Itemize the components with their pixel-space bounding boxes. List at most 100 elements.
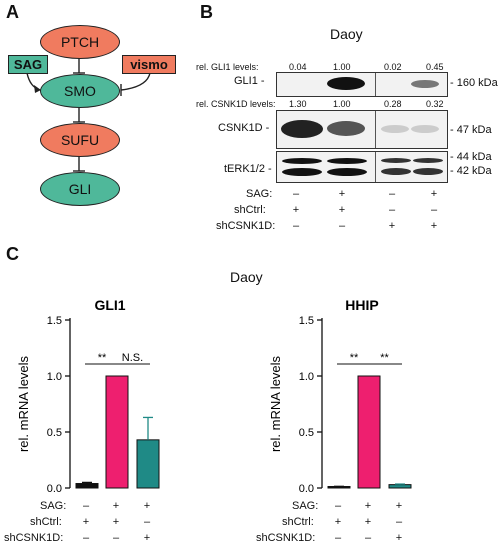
c2-shctrl-label: shCtrl:: [282, 516, 314, 528]
c2-shctrl-3: –: [395, 516, 403, 528]
csnk1d-band-2: [327, 121, 365, 136]
b-sag-4: +: [430, 188, 438, 200]
csnk1d-band-3: [381, 125, 409, 133]
c2-sag-label: SAG:: [292, 500, 319, 512]
gli1-blot: [276, 72, 448, 97]
sag-box: SAG: [8, 55, 48, 74]
panel-c-title: Daoy: [230, 269, 263, 285]
c1-sag-2: +: [112, 500, 120, 512]
significance-label: **: [98, 352, 107, 364]
vismo-box-label: vismo: [130, 57, 168, 72]
terk-band-44-2: [327, 158, 367, 164]
gli1-level-3: 0.02: [384, 62, 402, 72]
c1-shctrl-2: +: [112, 516, 120, 528]
gli-label: GLI: [68, 181, 92, 197]
y-tick-label: 0.0: [47, 483, 62, 495]
terk-kda-44: - 44 kDa: [450, 151, 492, 163]
csnk1d-kda: - 47 kDa: [450, 124, 492, 136]
c1-shctrl-1: +: [82, 516, 90, 528]
sag-box-label: SAG: [13, 57, 43, 72]
hhip-chart: HHIP rel. mRNA levels 0.0 0.5 1.0 1.5 ** **: [268, 297, 412, 495]
b-shctrl-1: +: [292, 204, 300, 216]
y-tick-label: 1.5: [47, 315, 62, 327]
b-sag-2: +: [338, 188, 346, 200]
c1-sag-label: SAG:: [40, 500, 67, 512]
terk-band-42-2: [327, 168, 367, 176]
smo-node: SMO: [40, 74, 120, 108]
smo-label: SMO: [64, 83, 96, 99]
y-tick-label: 1.0: [299, 371, 314, 383]
terk-band-44-1: [282, 158, 322, 164]
gli1-levels-label: rel. GLI1 levels:: [196, 62, 259, 72]
c2-sag-2: +: [364, 500, 372, 512]
terk-band-42-1: [282, 168, 322, 176]
csnk1d-level-2: 1.00: [333, 99, 351, 109]
sag-activates-smo: [26, 72, 41, 91]
y-tick-label: 0.0: [299, 483, 314, 495]
c1-sag-1: –: [82, 500, 90, 512]
blot-divider: [375, 111, 376, 148]
bar: [388, 484, 412, 489]
chart-title: GLI1: [94, 297, 125, 313]
blot-title: Daoy: [330, 26, 363, 42]
b-shcsnk1d-1: –: [292, 220, 300, 232]
bar: [357, 375, 381, 489]
terk-band-42-4: [413, 168, 443, 175]
b-sag-label: SAG:: [246, 188, 273, 200]
terk-kda-42: - 42 kDa: [450, 165, 492, 177]
sufu-label: SUFU: [60, 132, 100, 148]
blot-divider: [375, 73, 376, 96]
gli1-chart: GLI1 rel. mRNA levels 0.0 0.5 1.0 1.5 ** N.S.: [16, 297, 160, 495]
vismo-box: vismo: [122, 55, 176, 74]
panel-c-label: C: [6, 244, 19, 264]
c1-shcsnk1d-label: shCSNK1D:: [4, 532, 64, 544]
gli1-kda: - 160 kDa: [450, 77, 498, 89]
b-shcsnk1d-3: +: [388, 220, 396, 232]
c1-shcsnk1d-2: –: [112, 532, 120, 544]
c2-shctrl-2: +: [364, 516, 372, 528]
b-sag-3: –: [388, 188, 396, 200]
c2-shctrl-1: +: [334, 516, 342, 528]
gli1-level-2: 1.00: [333, 62, 351, 72]
blot-divider: [375, 152, 376, 182]
gli1-level-4: 0.45: [426, 62, 444, 72]
terk-blot: [276, 151, 448, 183]
csnk1d-band-4: [411, 125, 439, 133]
b-shctrl-4: –: [430, 204, 438, 216]
gli-node: GLI: [40, 172, 120, 206]
b-shctrl-2: +: [338, 204, 346, 216]
c2-shcsnk1d-label: shCSNK1D:: [256, 532, 316, 544]
c2-shcsnk1d-3: +: [395, 532, 403, 544]
y-tick-label: 0.5: [47, 427, 62, 439]
significance-label: **: [350, 352, 359, 364]
y-axis-label: rel. mRNA levels: [268, 355, 283, 452]
y-tick-label: 1.5: [299, 315, 314, 327]
ptch-node: PTCH: [40, 25, 120, 59]
ptch-label: PTCH: [60, 34, 100, 50]
vismo-inhibits-smo: [120, 72, 151, 91]
c2-sag-1: –: [334, 500, 342, 512]
bar: [75, 483, 99, 489]
c1-shcsnk1d-1: –: [82, 532, 90, 544]
b-sag-1: –: [292, 188, 300, 200]
bar: [105, 375, 129, 489]
gli1-band-2: [327, 77, 365, 90]
gli1-row-label: GLI1 -: [234, 75, 265, 87]
c2-shcsnk1d-2: –: [364, 532, 372, 544]
significance-label: N.S.: [122, 352, 143, 364]
csnk1d-level-1: 1.30: [289, 99, 307, 109]
c1-shctrl-label: shCtrl:: [30, 516, 62, 528]
b-shcsnk1d-label: shCSNK1D:: [216, 220, 276, 232]
c1-shctrl-3: –: [143, 516, 151, 528]
terk-band-44-4: [413, 158, 443, 163]
significance-label: **: [380, 352, 389, 364]
panel-a-label: A: [6, 2, 19, 22]
sufu-node: SUFU: [40, 123, 120, 157]
csnk1d-level-4: 0.32: [426, 99, 444, 109]
y-axis-label: rel. mRNA levels: [16, 355, 31, 452]
y-tick-label: 1.0: [47, 371, 62, 383]
csnk1d-row-label: CSNK1D -: [218, 122, 270, 134]
csnk1d-blot: [276, 110, 448, 149]
csnk1d-levels-label: rel. CSNK1D levels:: [196, 99, 276, 109]
panel-b-label: B: [200, 2, 213, 22]
